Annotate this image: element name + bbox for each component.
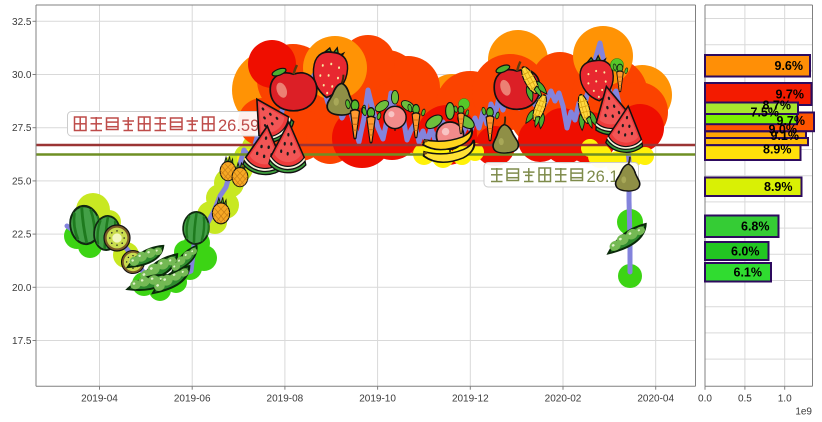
- svg-text:26.59: 26.59: [218, 117, 259, 135]
- svg-text:0.5: 0.5: [738, 394, 752, 405]
- svg-text:1.0: 1.0: [778, 394, 792, 405]
- svg-text:9.1%: 9.1%: [771, 129, 800, 143]
- svg-text:6.8%: 6.8%: [741, 220, 770, 234]
- svg-text:22.5: 22.5: [12, 230, 32, 241]
- svg-text:7.5%: 7.5%: [751, 106, 780, 120]
- svg-text:2019-06: 2019-06: [174, 394, 211, 405]
- svg-text:0.0: 0.0: [698, 394, 712, 405]
- svg-text:27.5: 27.5: [12, 123, 32, 134]
- svg-text:30.0: 30.0: [12, 70, 32, 81]
- svg-text:20.0: 20.0: [12, 283, 32, 294]
- svg-text:8.7%: 8.7%: [763, 99, 792, 113]
- svg-text:17.5: 17.5: [12, 336, 32, 347]
- svg-text:9.7%: 9.7%: [776, 88, 805, 102]
- svg-text:1e9: 1e9: [795, 407, 812, 418]
- svg-text:25.0: 25.0: [12, 176, 32, 187]
- svg-text:2019-12: 2019-12: [452, 394, 489, 405]
- svg-text:8.9%: 8.9%: [763, 143, 792, 157]
- svg-text:32.5: 32.5: [12, 17, 32, 28]
- svg-text:2020-04: 2020-04: [637, 394, 674, 405]
- svg-text:6.1%: 6.1%: [734, 266, 763, 280]
- svg-text:2019-08: 2019-08: [267, 394, 304, 405]
- svg-text:9.6%: 9.6%: [775, 59, 804, 73]
- svg-text:8.9%: 8.9%: [764, 180, 793, 194]
- svg-text:2019-10: 2019-10: [359, 394, 396, 405]
- svg-text:9.7%: 9.7%: [777, 114, 806, 128]
- svg-text:2019-04: 2019-04: [81, 394, 118, 405]
- svg-text:6.0%: 6.0%: [731, 245, 760, 259]
- svg-text:2020-02: 2020-02: [545, 394, 582, 405]
- svg-text:9.0%: 9.0%: [769, 123, 798, 137]
